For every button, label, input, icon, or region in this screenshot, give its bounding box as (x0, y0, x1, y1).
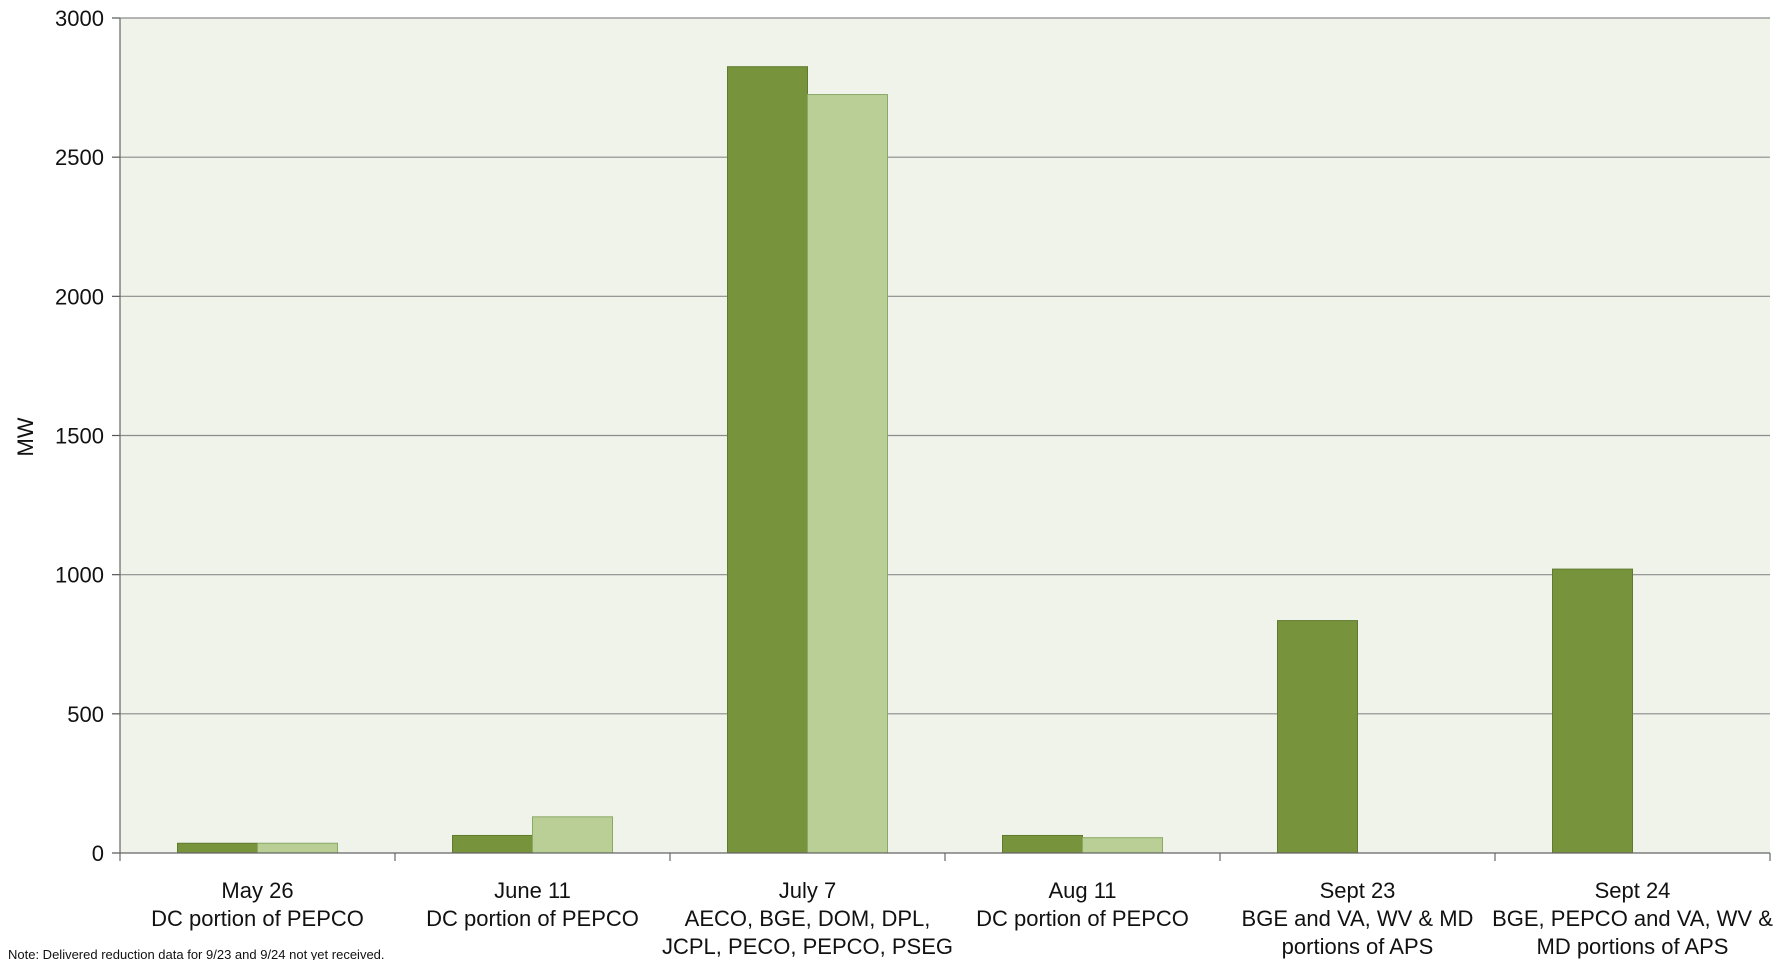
x-category-label-line: BGE, PEPCO and VA, WV & (1492, 906, 1773, 931)
x-category-label-line: May 26 (221, 878, 293, 903)
x-category-label-line: Sept 23 (1320, 878, 1396, 903)
x-category-labels: May 26 DC portion of PEPCO June 11 DC porti… (151, 878, 1773, 959)
x-category-label: Sept 23 BGE and VA, WV & MD portions of AP… (1242, 878, 1474, 959)
x-category-label: June 11 DC portion of PEPCO (426, 878, 639, 931)
x-category-label-line: DC portion of PEPCO (976, 906, 1189, 931)
x-category-label: Aug 11 DC portion of PEPCO (976, 878, 1189, 931)
y-tick-label: 1000 (55, 563, 104, 588)
x-category-label: May 26 DC portion of PEPCO (151, 878, 364, 931)
bar (257, 842, 338, 854)
footnote: Note: Delivered reduction data for 9/23 … (8, 947, 385, 960)
y-tick-label: 0 (92, 841, 104, 866)
bar (177, 842, 258, 854)
bar (807, 94, 888, 854)
y-tick-label: 3000 (55, 6, 104, 31)
x-category-label-line: AECO, BGE, DOM, DPL, (685, 906, 931, 931)
x-category-label-line: BGE and VA, WV & MD (1242, 906, 1474, 931)
y-tick-label: 2500 (55, 145, 104, 170)
axes (119, 18, 1771, 861)
x-category-label: July 7 AECO, BGE, DOM, DPL, JCPL, PECO, PE… (662, 878, 953, 959)
bars (177, 66, 1633, 854)
bar (1082, 837, 1163, 854)
x-category-label-line: DC portion of PEPCO (426, 906, 639, 931)
x-category-label-line: MD portions of APS (1537, 934, 1729, 959)
x-category-label: Sept 24 BGE, PEPCO and VA, WV & MD portion… (1492, 878, 1773, 959)
bar (1552, 568, 1633, 854)
y-tick-labels: 0 500 1000 1500 2000 2500 3000 (55, 6, 104, 866)
bar (1002, 834, 1083, 854)
x-category-label-line: July 7 (779, 878, 836, 903)
bar (727, 66, 808, 854)
bar (1277, 620, 1358, 854)
x-category-label-line: portions of APS (1282, 934, 1434, 959)
bar (452, 834, 533, 854)
gridlines (112, 17, 1770, 854)
x-category-label-line: June 11 (494, 878, 571, 903)
y-tick-label: 2000 (55, 284, 104, 309)
y-axis-label: MW (13, 417, 38, 456)
y-tick-label: 500 (67, 702, 104, 727)
x-category-label-line: Sept 24 (1595, 878, 1671, 903)
y-tick-label: 1500 (55, 424, 104, 449)
x-category-label-line: JCPL, PECO, PEPCO, PSEG (662, 934, 953, 959)
x-category-label-line: Aug 11 (1048, 878, 1116, 903)
x-category-label-line: DC portion of PEPCO (151, 906, 364, 931)
bar (532, 816, 613, 854)
